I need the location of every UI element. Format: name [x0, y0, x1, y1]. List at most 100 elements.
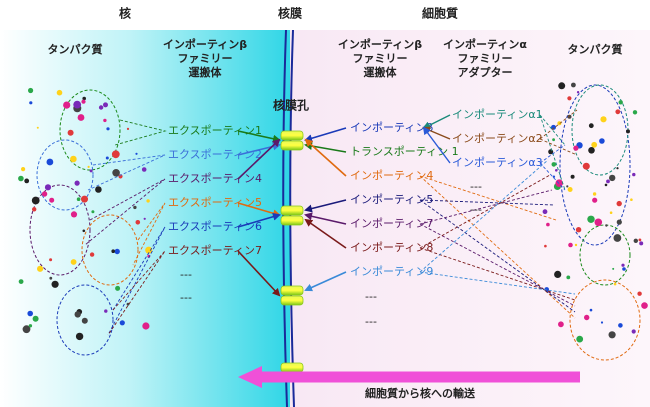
protein-dot — [599, 138, 605, 144]
transport-label: 細胞質から核への輸送 — [365, 386, 476, 400]
protein-dot — [618, 323, 623, 328]
protein-dot — [70, 211, 78, 218]
protein-dot — [558, 321, 564, 328]
exportin-arrow — [237, 212, 281, 228]
protein-dot — [111, 249, 115, 253]
adapter-title: インポーティンα — [443, 37, 527, 51]
protein-dot — [609, 211, 613, 214]
protein-dot — [566, 185, 569, 188]
protein-dot — [632, 110, 638, 115]
importin-label: インポーティン5 — [350, 193, 433, 206]
exportin-arrow — [237, 130, 281, 143]
link-line — [419, 175, 576, 319]
exportin-label: --- — [180, 268, 192, 281]
protein-dot — [89, 252, 95, 257]
protein-dot — [81, 195, 88, 203]
cytoplasm-bg — [290, 30, 650, 407]
protein-dot — [622, 267, 626, 271]
importin-arrow — [304, 199, 347, 213]
pore-label: 核膜孔 — [273, 98, 309, 113]
protein-dot — [618, 100, 623, 105]
protein-dot — [588, 147, 595, 154]
protein-dot — [568, 242, 573, 248]
protein-dot — [606, 179, 610, 184]
protein-dot — [56, 89, 63, 96]
importin-label: インポーティン4 — [350, 169, 433, 182]
link-line — [132, 202, 166, 266]
transport-arrowhead — [238, 366, 262, 388]
protein-dot — [142, 322, 150, 330]
protein-dot — [621, 263, 625, 267]
protein-dot — [51, 280, 59, 288]
protein-dot — [49, 258, 53, 262]
protein-dot — [574, 243, 578, 247]
importin-arrow — [304, 212, 347, 225]
membrane-label: 核膜 — [278, 6, 302, 21]
exportin-label: エクスポーティン1 — [168, 124, 262, 137]
protein-dot — [558, 82, 566, 90]
protein-label: タンパク質 — [568, 42, 623, 56]
protein-dot — [103, 118, 107, 123]
importin-arrow — [304, 218, 347, 249]
protein-dot — [37, 265, 44, 272]
adapter-label: インポーティンα1 — [452, 108, 543, 121]
protein-dot — [566, 275, 571, 280]
protein-dot — [103, 102, 108, 108]
protein-dot — [36, 126, 39, 129]
protein-cluster — [56, 284, 114, 356]
protein-dot — [567, 114, 572, 119]
protein-dot — [554, 270, 562, 278]
exportin-label: エクスポーティン6 — [168, 220, 262, 233]
adapter-label: インポーティンα3 — [452, 156, 543, 169]
nuclear-pore — [280, 215, 304, 226]
protein-cluster — [81, 214, 139, 286]
protein-dot — [588, 123, 594, 129]
importin-arrow — [304, 127, 347, 143]
protein-dot — [613, 282, 617, 286]
header-bg — [0, 0, 650, 30]
protein-dot — [600, 321, 604, 324]
adapter-label: --- — [470, 180, 482, 193]
protein-cluster — [569, 279, 641, 361]
protein-dot — [70, 155, 77, 163]
protein-dot — [582, 162, 590, 170]
protein-dot — [31, 196, 40, 205]
protein-dot — [575, 227, 582, 233]
protein-dot — [584, 314, 590, 321]
protein-dot — [74, 311, 81, 318]
protein-dot — [81, 99, 86, 104]
nuclear-pore — [280, 285, 304, 296]
protein-dot — [98, 105, 104, 110]
exportin-arrow — [237, 250, 281, 297]
adapter-arrow — [422, 126, 451, 164]
protein-dot — [592, 192, 597, 196]
protein-dot — [632, 172, 636, 177]
importin-label: --- — [365, 315, 377, 328]
link-line — [539, 144, 566, 191]
protein-dot — [570, 174, 575, 179]
protein-dot — [91, 210, 95, 214]
protein-dot — [119, 320, 125, 326]
protein-dot — [29, 101, 33, 105]
link-line — [107, 250, 166, 336]
protein-dot — [552, 138, 555, 142]
protein-dot — [592, 197, 598, 203]
protein-dot — [613, 234, 622, 242]
protein-dot — [135, 220, 141, 225]
protein-dot — [542, 209, 548, 215]
importin-label: インポーティン7 — [350, 217, 433, 230]
link-line — [114, 119, 167, 146]
protein-dot — [44, 184, 52, 191]
nuclear-pore — [280, 140, 304, 151]
cytoplasm-label: 細胞質 — [422, 6, 458, 21]
protein-dot — [82, 96, 86, 101]
protein-dot — [89, 169, 93, 173]
content: インポーティンβファミリー運搬体インポーティンβファミリー運搬体インポーティンα… — [18, 37, 648, 383]
protein-dot — [67, 129, 74, 136]
protein-dot — [74, 180, 80, 186]
nuclear-pore — [280, 362, 304, 373]
link-line — [419, 174, 576, 301]
protein-dot — [608, 331, 616, 339]
protein-dot — [616, 219, 622, 225]
protein-dot — [551, 124, 556, 130]
